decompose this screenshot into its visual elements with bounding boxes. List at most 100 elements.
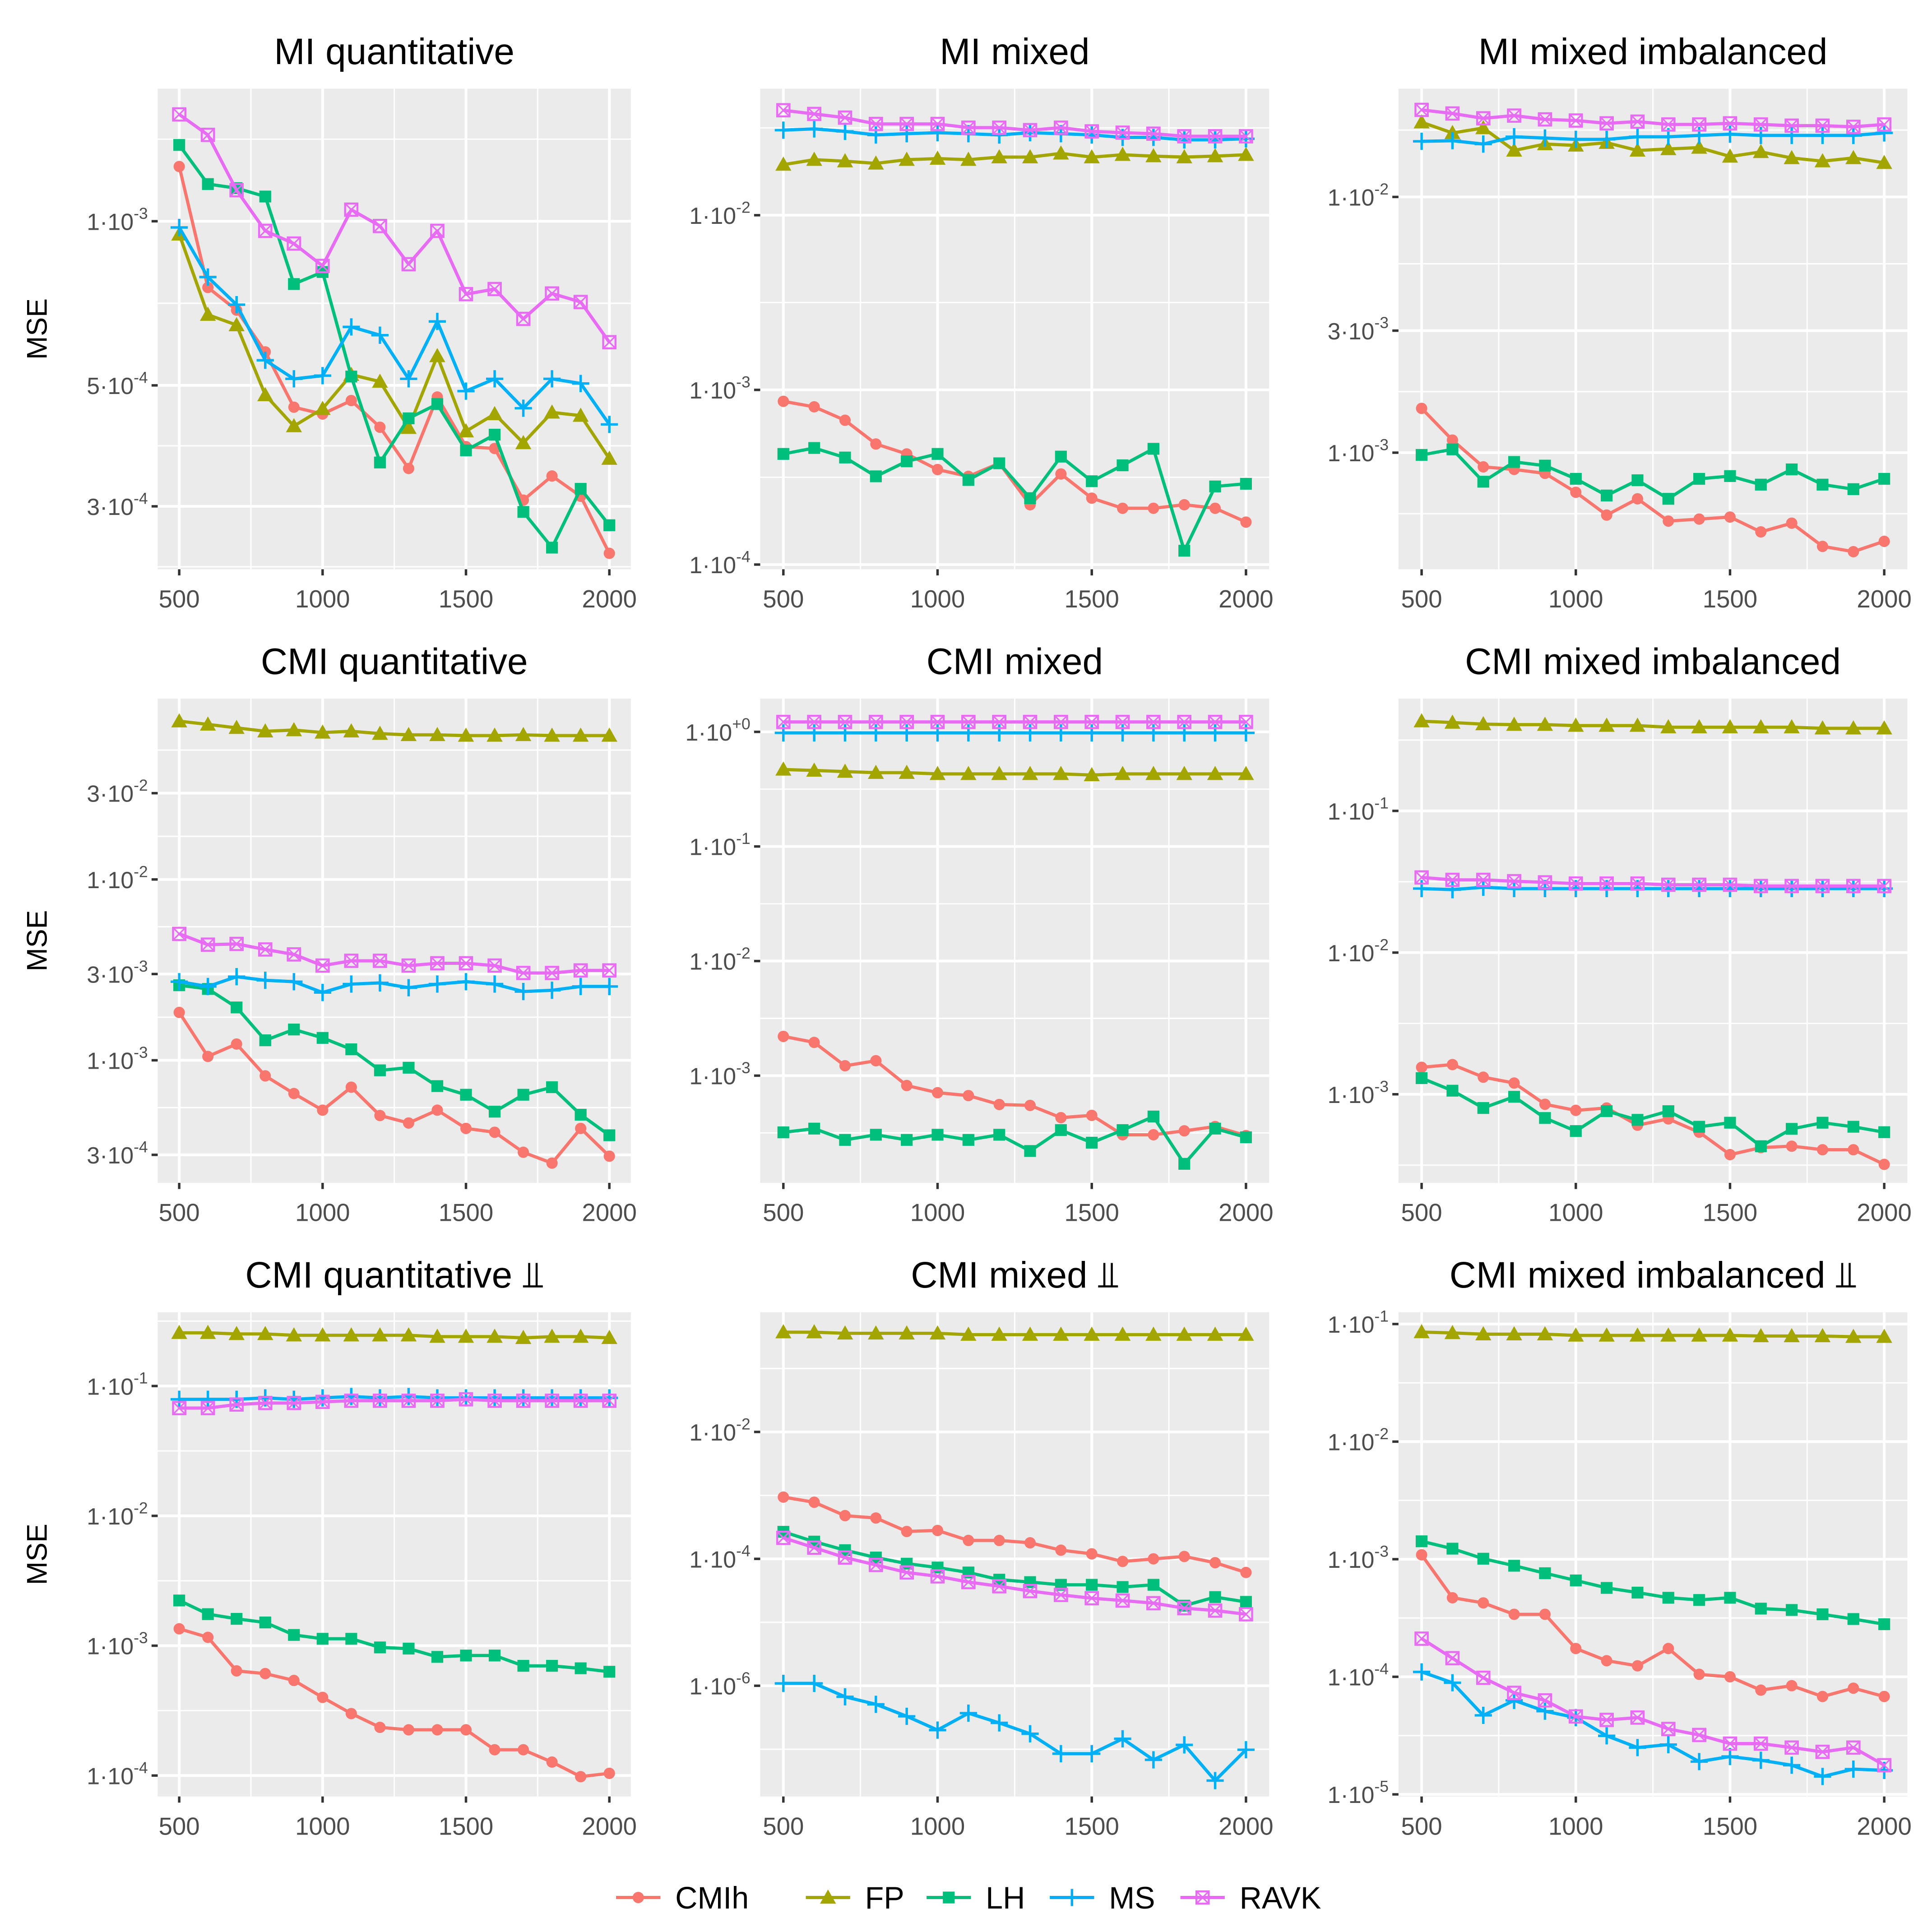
x-tick-label: 1000 (295, 585, 350, 613)
legend-key-marker (943, 1891, 955, 1904)
data-point (488, 429, 501, 441)
tick-exponent: -2 (1374, 180, 1389, 198)
x-tick-label: 500 (1401, 1812, 1442, 1840)
data-point (1145, 148, 1162, 162)
data-point (959, 1704, 977, 1722)
data-point (1445, 872, 1460, 887)
data-point (1022, 149, 1038, 163)
data-point (1598, 1727, 1616, 1745)
x-tick-label: 2000 (1857, 1812, 1911, 1840)
data-point (1814, 1768, 1831, 1785)
data-point (430, 223, 445, 238)
data-point (171, 973, 188, 991)
data-point (1631, 474, 1644, 486)
data-point (459, 956, 473, 971)
tick-exponent: -5 (1374, 1778, 1389, 1796)
data-point (1115, 714, 1130, 729)
data-point (1877, 879, 1891, 894)
data-point (1539, 1112, 1551, 1124)
data-point (1477, 1102, 1489, 1114)
y-tick-label: 1·10-3 (87, 1629, 148, 1659)
data-point (403, 1117, 415, 1129)
data-point (460, 1122, 472, 1134)
data-point (1240, 1131, 1252, 1144)
data-point (514, 399, 532, 417)
data-point (202, 282, 214, 293)
data-point (1878, 535, 1890, 547)
data-point (807, 1540, 821, 1555)
tick-mantissa: 1·10 (685, 719, 732, 746)
data-point (373, 218, 387, 233)
data-point (870, 1512, 882, 1524)
data-point (1147, 443, 1159, 455)
data-point (1024, 1537, 1036, 1549)
data-point (374, 422, 386, 433)
data-point (229, 936, 244, 951)
panel-title: CMI quantitative (261, 641, 528, 682)
data-point (993, 457, 1005, 469)
data-point (808, 1037, 820, 1048)
series-fp (171, 1325, 617, 1344)
data-point (1568, 1327, 1584, 1342)
data-point (1786, 1123, 1798, 1135)
tick-exponent: -2 (1374, 1425, 1389, 1443)
data-point (372, 1327, 388, 1342)
data-point (1663, 1643, 1674, 1654)
data-point (1755, 1684, 1767, 1696)
tick-mantissa: 1·10 (689, 1546, 736, 1572)
data-point (288, 1088, 300, 1099)
series-line (1422, 885, 1885, 891)
data-point (1147, 1579, 1159, 1591)
data-point (200, 128, 215, 142)
x-tick-label: 2000 (1219, 1199, 1273, 1227)
data-point (1475, 716, 1492, 731)
data-point (343, 1327, 360, 1342)
data-point (374, 456, 386, 468)
data-point (837, 153, 853, 167)
tick-mantissa: 1·10 (689, 377, 736, 403)
data-point (1659, 1736, 1677, 1753)
data-point (1692, 877, 1706, 892)
data-point (839, 1510, 851, 1521)
data-point (257, 723, 273, 737)
x-tick-label: 1500 (1064, 1199, 1119, 1227)
panel-title: MI quantitative (274, 31, 514, 72)
data-point (806, 152, 822, 166)
series-ms (774, 724, 1255, 742)
data-point (1846, 120, 1861, 134)
tick-exponent: -4 (134, 1138, 148, 1156)
data-point (993, 1098, 1005, 1110)
data-point (1240, 1596, 1252, 1608)
data-point (602, 963, 617, 978)
tick-mantissa: 1·10 (87, 208, 134, 235)
tick-mantissa: 1·10 (689, 949, 736, 975)
tick-mantissa: 3·10 (87, 494, 134, 520)
series-lh (777, 442, 1252, 557)
x-tick-label: 1500 (439, 1812, 493, 1840)
data-point (991, 149, 1007, 163)
data-point (1477, 1552, 1489, 1565)
data-point (315, 1327, 331, 1342)
data-point (1148, 1129, 1159, 1140)
series-ravk (172, 1392, 617, 1415)
series-ravk (172, 107, 617, 350)
data-point (458, 1329, 474, 1343)
data-point (1844, 126, 1862, 144)
data-point (870, 1129, 882, 1141)
data-point (1054, 120, 1068, 135)
data-point (1021, 1725, 1039, 1742)
data-point (1209, 1591, 1221, 1603)
tick-exponent: -3 (1374, 436, 1389, 454)
tick-mantissa: 1·10 (689, 1063, 736, 1089)
data-point (870, 438, 882, 450)
data-point (1601, 1655, 1612, 1667)
data-point (1844, 1760, 1862, 1778)
series-line (177, 234, 611, 460)
series-line (1421, 448, 1885, 500)
y-tick-label: 3·10-3 (1328, 314, 1389, 344)
data-point (839, 414, 851, 426)
series-ravk (1414, 102, 1891, 134)
series-lh (1415, 1535, 1890, 1631)
tick-exponent: -4 (736, 548, 751, 566)
